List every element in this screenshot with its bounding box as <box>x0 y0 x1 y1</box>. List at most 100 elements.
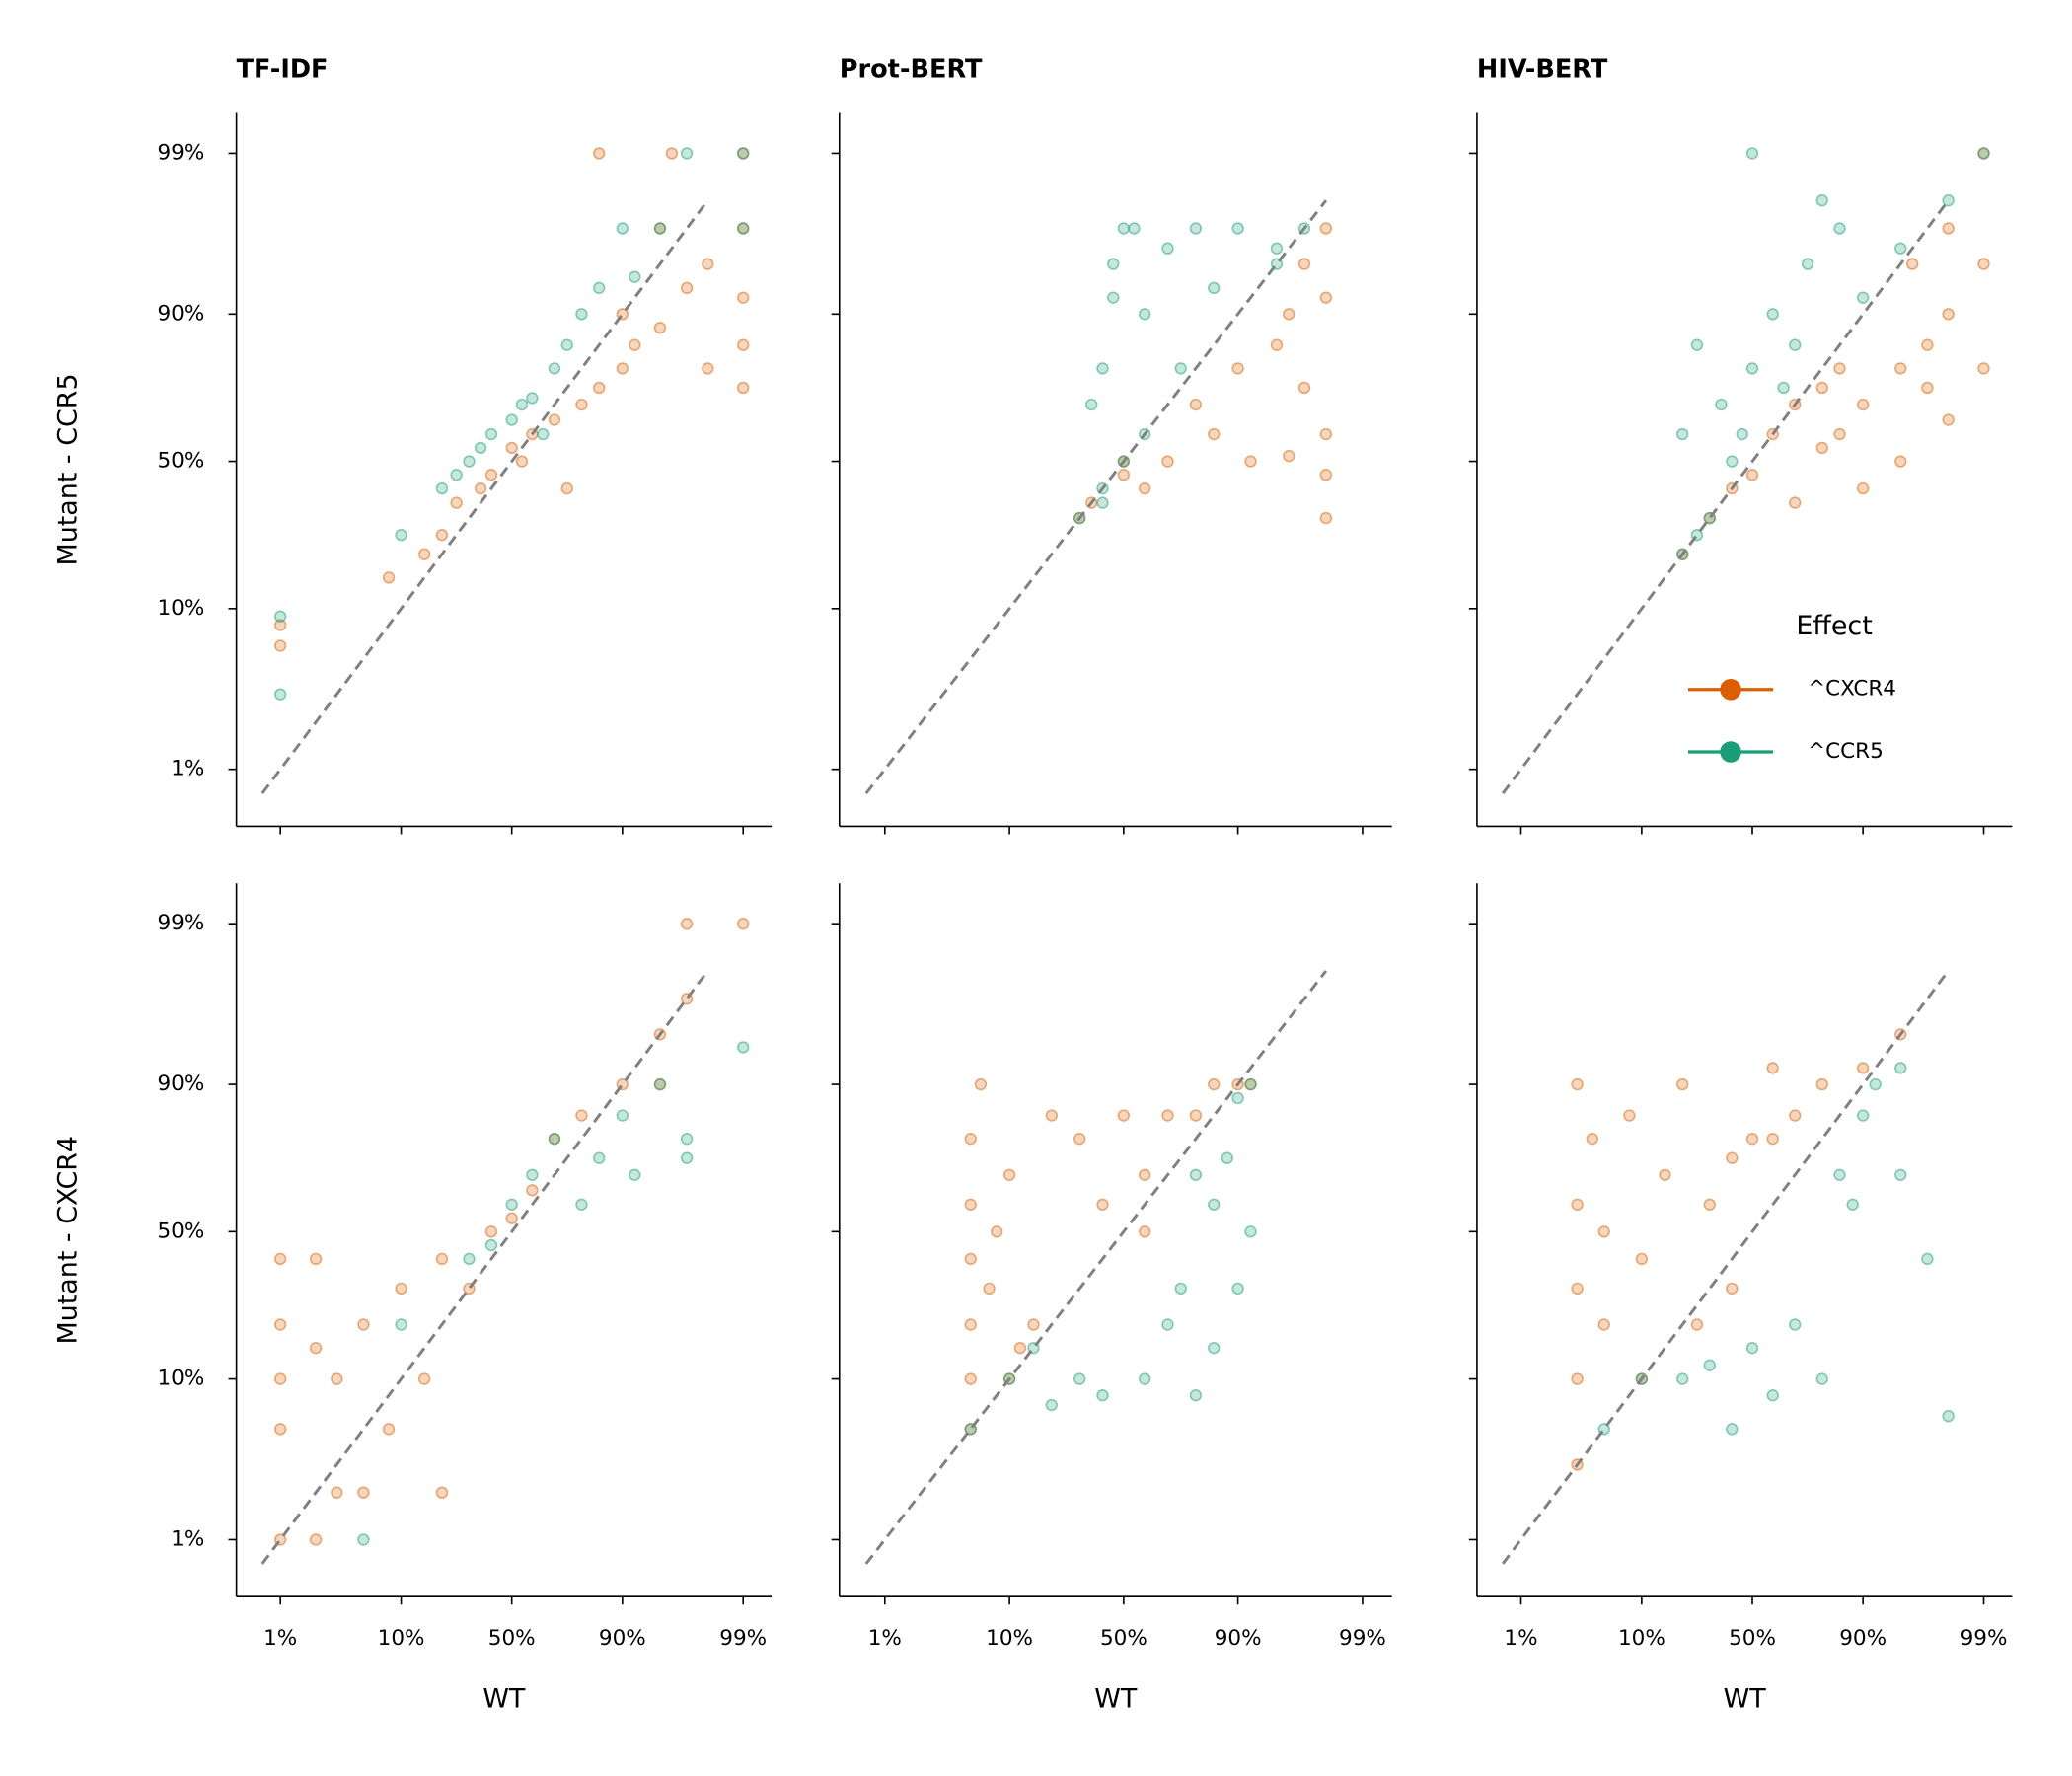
point <box>1789 1109 1802 1122</box>
point <box>1815 441 1828 455</box>
point <box>737 338 750 351</box>
point <box>309 1341 323 1355</box>
point <box>1319 291 1333 304</box>
point <box>1161 242 1174 255</box>
point <box>1766 1132 1779 1146</box>
point <box>395 1282 407 1295</box>
point <box>1571 1282 1584 1295</box>
y-tick-label: 99% <box>157 140 204 165</box>
point <box>1244 1225 1257 1238</box>
point <box>653 1077 667 1091</box>
point <box>1270 338 1284 351</box>
point <box>1073 1372 1086 1385</box>
y-tick-label: 50% <box>157 449 204 474</box>
point <box>1297 258 1311 270</box>
point <box>575 1198 588 1211</box>
point <box>1139 308 1151 321</box>
y-tick-label: 90% <box>157 1072 204 1096</box>
point <box>331 1372 343 1385</box>
point <box>548 413 561 426</box>
point <box>515 398 529 411</box>
point <box>1597 1225 1610 1238</box>
point <box>990 1225 1003 1238</box>
point <box>1703 1359 1716 1371</box>
x-tick-label: 50% <box>1729 1626 1776 1651</box>
point <box>629 1168 641 1181</box>
point <box>680 918 694 930</box>
point <box>1571 1077 1584 1091</box>
point <box>1208 1341 1221 1355</box>
reference-line <box>1501 970 1950 1565</box>
point <box>1139 1372 1151 1385</box>
x-tick-label: 1% <box>263 1626 297 1651</box>
point <box>653 322 667 334</box>
point <box>616 1109 629 1122</box>
point <box>1189 1389 1203 1402</box>
point <box>1690 338 1704 351</box>
point <box>505 1212 518 1224</box>
point <box>435 481 449 495</box>
point <box>702 362 714 375</box>
point <box>1189 1168 1203 1181</box>
point <box>331 1486 343 1499</box>
reference-line <box>864 970 1328 1565</box>
point <box>737 222 750 235</box>
x-tick-label: 50% <box>1100 1626 1147 1651</box>
point <box>1676 1077 1689 1091</box>
y-tick-label: 50% <box>157 1219 204 1243</box>
point <box>537 427 550 441</box>
point <box>484 1238 498 1252</box>
point <box>737 291 750 304</box>
point <box>1690 1318 1704 1331</box>
y-tick-label: 10% <box>157 1367 204 1391</box>
point <box>1085 398 1098 411</box>
point <box>983 1282 996 1295</box>
point <box>1283 449 1295 463</box>
point <box>395 1318 407 1331</box>
point <box>1846 1198 1859 1211</box>
point <box>435 1486 449 1499</box>
point <box>1815 1372 1828 1385</box>
legend-marker <box>1720 741 1741 763</box>
point <box>1208 1077 1221 1091</box>
panel: HIV-BERT Effect ^CXCR4 ^CCR5 <box>1468 54 2013 835</box>
point <box>1045 1398 1059 1412</box>
point <box>309 1252 323 1266</box>
point <box>1139 481 1151 495</box>
point <box>1208 427 1221 441</box>
point <box>273 1423 287 1436</box>
point <box>1801 258 1814 270</box>
point <box>1013 1341 1027 1355</box>
point <box>1117 1109 1131 1122</box>
point <box>1096 496 1109 509</box>
point <box>505 413 518 426</box>
point <box>1942 222 1955 235</box>
point <box>548 1132 561 1146</box>
point <box>737 147 750 160</box>
point <box>1231 362 1244 375</box>
x-tick-label: 10% <box>378 1626 425 1651</box>
point <box>1703 1198 1716 1211</box>
point <box>653 222 667 235</box>
point <box>484 427 498 441</box>
point <box>737 918 750 930</box>
point <box>1571 1372 1584 1385</box>
point <box>463 1252 476 1266</box>
point <box>680 147 694 160</box>
point <box>1096 1198 1109 1211</box>
point <box>1745 468 1759 481</box>
panel-title: Prot-BERT <box>840 54 983 84</box>
point <box>273 610 287 623</box>
legend-title: Effect <box>1796 611 1872 641</box>
point <box>964 1372 977 1385</box>
point <box>737 1041 750 1054</box>
point <box>1833 222 1846 235</box>
point <box>737 381 750 395</box>
legend: Effect ^CXCR4 ^CCR5 <box>1687 611 1896 764</box>
point <box>1117 222 1131 235</box>
point <box>1736 427 1748 441</box>
point <box>1189 398 1203 411</box>
point <box>1319 427 1333 441</box>
point <box>417 1372 431 1385</box>
